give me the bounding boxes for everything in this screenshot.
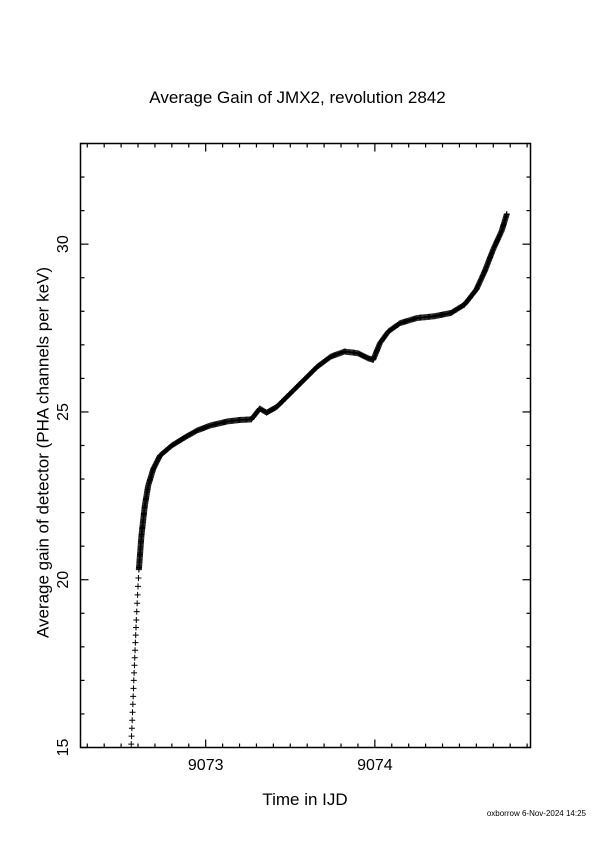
data-marker (129, 717, 136, 724)
data-marker (128, 741, 135, 748)
data-marker (133, 624, 140, 631)
axis-ticks: 9073 9074 15 20 25 30 (55, 142, 531, 774)
footer-stamp: oxborrow 6-Nov-2024 14:25 (487, 809, 586, 818)
data-marker (135, 575, 142, 582)
data-marker (129, 709, 136, 716)
data-marker (133, 616, 140, 623)
y-tick-label: 30 (55, 235, 72, 253)
data-marker (130, 677, 137, 684)
data-marker (132, 632, 139, 639)
chart-title: Average Gain of JMX2, revolution 2842 (149, 88, 446, 107)
data-marker (131, 662, 138, 669)
y-tick-label: 20 (55, 571, 72, 589)
plot-frame (79, 142, 532, 749)
footer-user: oxborrow (486, 809, 520, 818)
data-marker (130, 693, 137, 700)
data-marker (133, 608, 140, 615)
data-marker (131, 654, 138, 661)
data-marker (131, 669, 138, 676)
data-marker (130, 685, 137, 692)
data-marker (128, 733, 135, 740)
data-marker (134, 591, 141, 598)
footer-date: 6-Nov-2024 14:25 (521, 809, 586, 818)
data-marker (135, 583, 142, 590)
data-marker (503, 210, 510, 217)
data-marker (129, 701, 136, 708)
data-markers (128, 210, 510, 748)
x-axis-label: Time in IJD (262, 790, 348, 809)
data-marker (128, 725, 135, 732)
data-marker (134, 600, 141, 607)
x-tick-label: 9073 (188, 757, 224, 774)
y-axis-label: Average gain of detector (PHA channels p… (33, 266, 53, 639)
x-tick-label: 9074 (357, 757, 393, 774)
data-marker (132, 647, 139, 654)
y-tick-label: 15 (55, 739, 72, 757)
data-marker (132, 639, 139, 646)
y-tick-label: 25 (55, 403, 72, 421)
